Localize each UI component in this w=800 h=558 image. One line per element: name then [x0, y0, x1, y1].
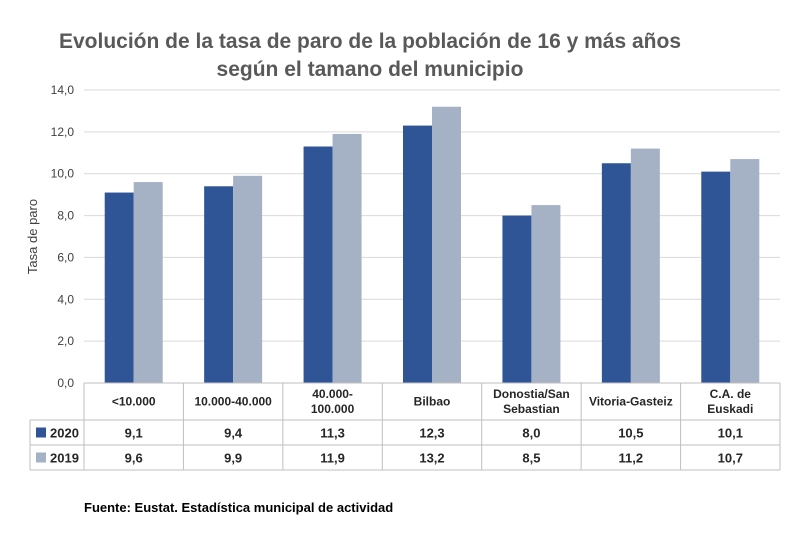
y-tick-label: 14,0 — [51, 83, 75, 97]
bar-2020 — [403, 125, 432, 383]
data-label-2020: 9,4 — [224, 426, 243, 441]
data-label-2020: 10,1 — [718, 426, 743, 441]
category-label: Euskadi — [707, 402, 753, 416]
category-label: Bilbao — [414, 395, 451, 409]
data-label-2019: 9,6 — [125, 451, 143, 466]
legend-label-2020: 2020 — [50, 426, 79, 441]
bar-2019 — [133, 182, 163, 383]
data-label-2019: 8,5 — [522, 451, 540, 466]
category-label: 10.000-40.000 — [194, 395, 272, 409]
bar-2019 — [233, 175, 263, 383]
data-label-2020: 11,3 — [320, 426, 345, 441]
category-label: Donostia/San — [493, 387, 570, 401]
y-tick-label: 4,0 — [57, 292, 74, 306]
data-label-2019: 9,9 — [224, 451, 242, 466]
bar-2020 — [701, 171, 731, 383]
bar-2019 — [730, 159, 760, 383]
y-tick-label: 2,0 — [57, 334, 74, 348]
y-tick-label: 8,0 — [57, 209, 74, 223]
y-tick-label: 12,0 — [51, 125, 75, 139]
bar-2019 — [332, 133, 362, 383]
source-note: Fuente: Eustat. Estadística municipal de… — [84, 500, 394, 515]
bar-2020 — [502, 215, 532, 383]
data-label-2020: 12,3 — [419, 426, 444, 441]
category-label: Vitoria-Gasteiz — [589, 395, 673, 409]
chart-title-line-2: según el tamano del municipio — [216, 58, 524, 81]
bar-chart: 0,0 2,0 4,0 6,0 8,0 10,0 12,0 14,0 Tasa de paro <… — [25, 83, 781, 471]
data-label-2020: 10,5 — [618, 426, 643, 441]
category-label: Sebastian — [503, 402, 560, 416]
y-tick-label: 10,0 — [51, 167, 75, 181]
data-label-2020: 9,1 — [125, 426, 143, 441]
bar-2019 — [432, 106, 461, 383]
data-label-2019: 10,7 — [718, 451, 743, 466]
bar-2020 — [601, 163, 631, 383]
chart-title: Evolución de la tasa de paro de la pobla… — [0, 28, 740, 84]
chart-title-line-1: Evolución de la tasa de paro de la pobla… — [58, 30, 682, 53]
y-tick-label: 0,0 — [57, 376, 74, 390]
data-label-2019: 13,2 — [419, 451, 444, 466]
data-label-2020: 8,0 — [522, 426, 540, 441]
bar-2019 — [531, 205, 561, 383]
legend-key-2019 — [36, 452, 46, 463]
data-label-2019: 11,2 — [619, 451, 644, 466]
category-label: C.A. de — [710, 387, 752, 401]
bar-2020 — [204, 186, 234, 383]
bar-2019 — [630, 148, 660, 383]
data-label-2019: 11,9 — [320, 451, 345, 466]
y-tick-label: 6,0 — [57, 250, 74, 264]
category-label: <10.000 — [112, 395, 156, 409]
category-label: 40.000- — [312, 387, 353, 401]
bar-2020 — [104, 192, 134, 383]
bar-2020 — [303, 146, 333, 383]
y-axis-title: Tasa de paro — [25, 199, 40, 274]
legend-key-2020 — [36, 427, 46, 438]
category-label: 100.000 — [311, 402, 355, 416]
legend-label-2019: 2019 — [50, 451, 79, 466]
